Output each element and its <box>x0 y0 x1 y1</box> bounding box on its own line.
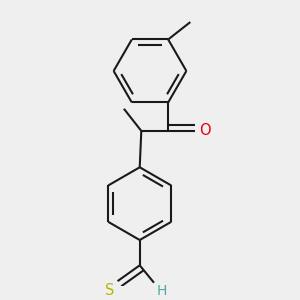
Text: H: H <box>157 284 167 298</box>
Text: O: O <box>199 123 211 138</box>
Text: S: S <box>105 283 114 298</box>
